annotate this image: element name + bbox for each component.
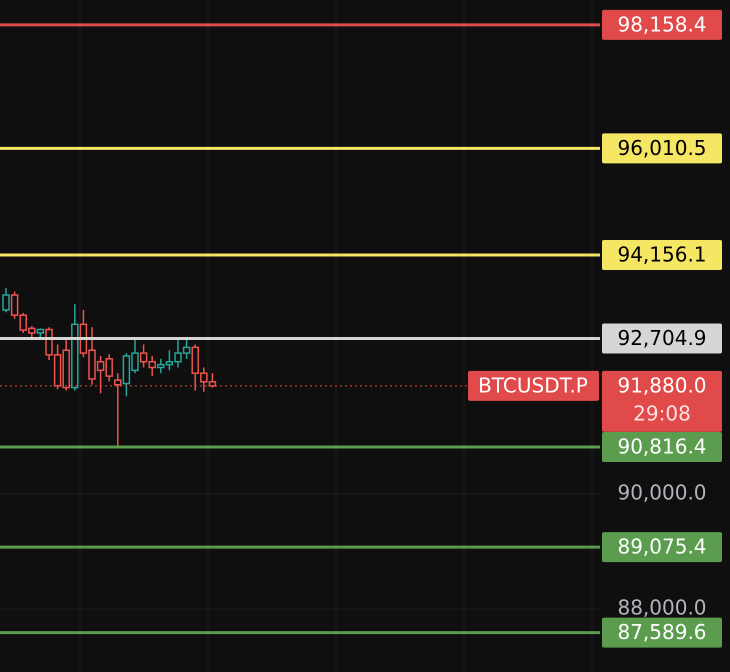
vertical-grid [79, 0, 593, 672]
candle-body [157, 363, 165, 369]
level-label: 92,704.9 [617, 326, 706, 350]
candle-body [45, 328, 53, 356]
current-price-box [602, 370, 722, 432]
candle-body [131, 352, 139, 372]
candle-body [10, 294, 19, 316]
candle-body [96, 360, 105, 372]
candle-body [71, 323, 79, 389]
candle-body [19, 314, 27, 331]
symbol-label: BTCUSDT.P [478, 373, 588, 397]
candle-body [105, 358, 113, 377]
level-label: 96,010.5 [617, 136, 706, 160]
candle-body [208, 381, 217, 387]
level-label-box [602, 432, 722, 463]
level-label-box [602, 323, 722, 354]
candle-body [182, 346, 191, 354]
level-label: 94,156.1 [617, 243, 706, 267]
level-label-box [602, 240, 722, 271]
level-label-box [602, 133, 722, 164]
level-label-box [602, 532, 722, 563]
y-tick-label: 90,000.0 [617, 480, 706, 504]
candle-body [174, 352, 182, 363]
symbol-box [468, 370, 599, 401]
candle-body [114, 379, 122, 386]
candle-body [2, 294, 10, 311]
candle-body [28, 327, 36, 334]
candle-body [139, 352, 148, 363]
candle-body [122, 355, 131, 385]
level-label: 89,075.4 [617, 535, 706, 559]
candle-body [53, 354, 62, 387]
candle-body [62, 349, 70, 389]
candle-body [36, 328, 45, 334]
countdown: 29:08 [633, 401, 691, 425]
y-tick-label: 88,000.0 [617, 595, 706, 619]
candle-body [88, 349, 96, 380]
candle-body [191, 346, 199, 374]
candle-body [165, 360, 174, 366]
candle-body [148, 360, 156, 369]
level-label-box [602, 9, 722, 40]
candle-body [200, 372, 208, 383]
current-price-label: 91,880.0 [617, 373, 706, 397]
level-label: 90,816.4 [617, 435, 706, 459]
level-label: 98,158.4 [617, 12, 706, 36]
level-label: 87,589.6 [617, 620, 706, 644]
level-label-box [602, 617, 722, 648]
